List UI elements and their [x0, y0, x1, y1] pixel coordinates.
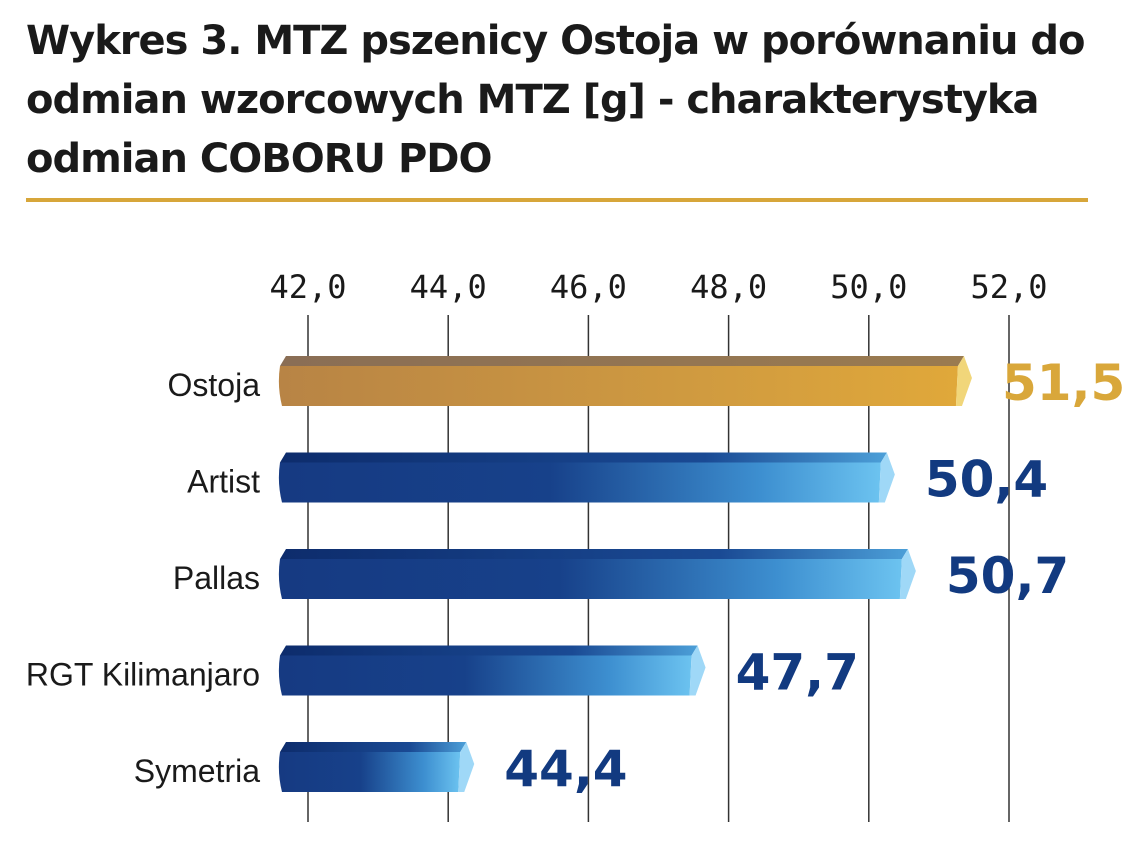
- x-tick-label: 46,0: [550, 268, 627, 306]
- bar-top-face: [280, 356, 964, 366]
- category-label: Artist: [187, 464, 260, 500]
- bar-top-face: [280, 742, 467, 752]
- bar-top-face: [280, 549, 908, 559]
- x-tick-label: 48,0: [690, 268, 767, 306]
- bar-front-face: [278, 559, 902, 599]
- title-divider: [26, 198, 1088, 202]
- value-label: 50,4: [925, 451, 1048, 509]
- value-label: 50,7: [946, 547, 1069, 605]
- bar-front-face: [278, 752, 461, 792]
- bar: [278, 356, 972, 406]
- category-label: Symetria: [134, 753, 260, 789]
- category-label: RGT Kilimanjaro: [26, 657, 260, 693]
- bar-top-face: [280, 645, 698, 656]
- x-tick-label: 52,0: [970, 268, 1047, 306]
- x-tick-label: 50,0: [830, 268, 907, 306]
- bar-end-cap: [689, 645, 706, 696]
- bar-end-cap: [899, 549, 916, 599]
- category-label: Ostoja: [168, 367, 261, 403]
- value-label: 47,7: [736, 644, 859, 702]
- bar-top-face: [280, 452, 887, 463]
- chart-title: Wykres 3. MTZ pszenicy Ostoja w porównan…: [26, 18, 1085, 182]
- bar: [278, 549, 916, 599]
- bar: [278, 452, 895, 503]
- x-tick-label: 42,0: [269, 268, 346, 306]
- bar: [278, 742, 475, 792]
- bar-end-cap: [878, 452, 895, 503]
- x-tick-label: 44,0: [410, 268, 487, 306]
- bar-end-cap: [955, 356, 972, 406]
- category-label: Pallas: [173, 560, 260, 596]
- bar-front-face: [278, 655, 692, 696]
- bar-front-face: [278, 366, 958, 406]
- value-label: 51,5: [1002, 354, 1125, 412]
- bar: [278, 645, 706, 696]
- value-label: 44,4: [504, 740, 627, 798]
- bar-front-face: [278, 462, 881, 503]
- bar-end-cap: [458, 742, 475, 792]
